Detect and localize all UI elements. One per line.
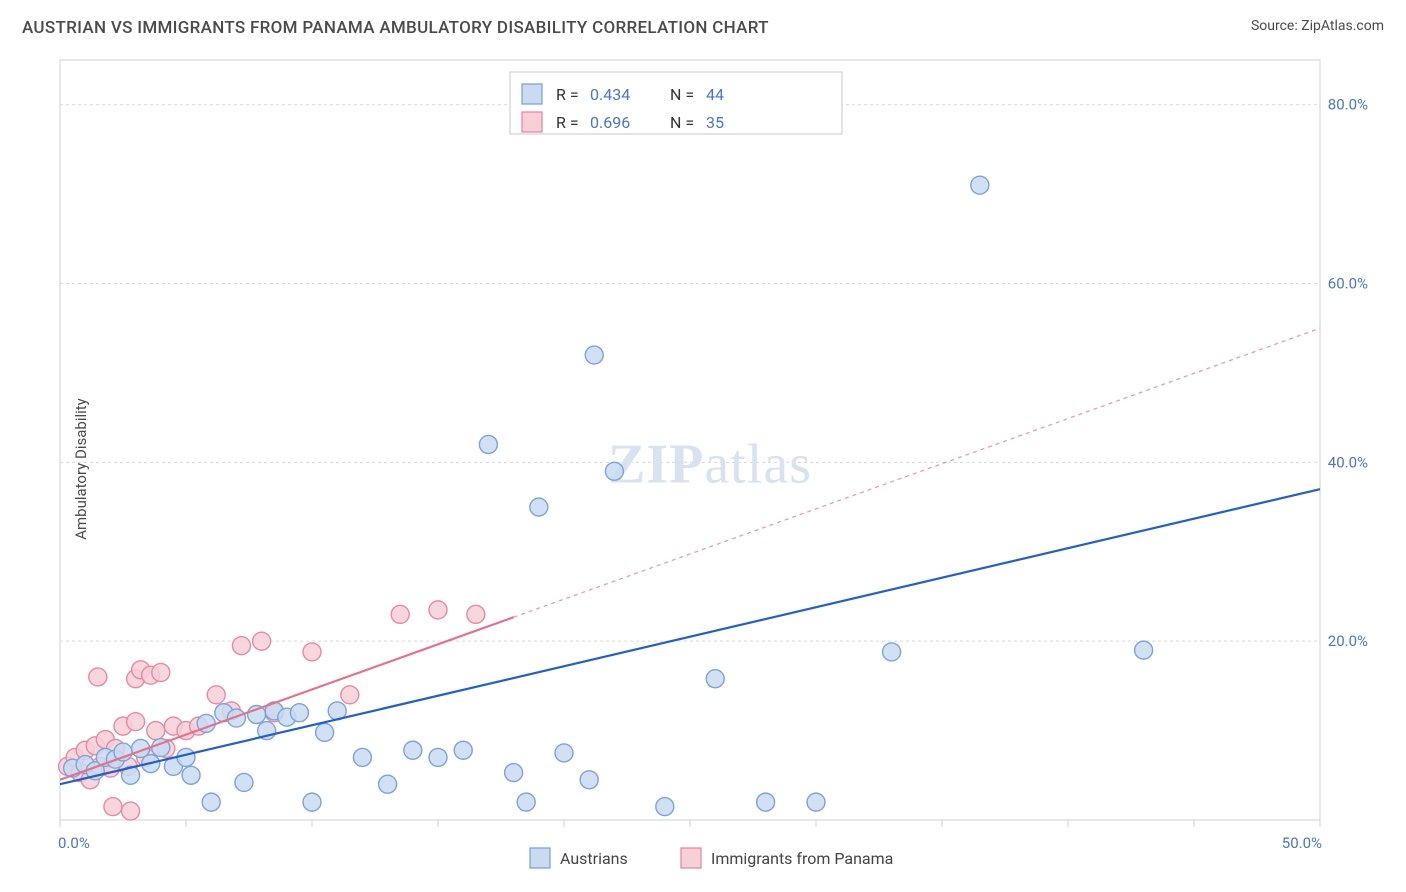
scatter-chart: 20.0% 40.0% 60.0% 80.0% ZIPatlas 0.0% 50.0% R =…	[20, 50, 1386, 892]
svg-text:Immigrants from Panama: Immigrants from Panama	[711, 849, 893, 868]
svg-text:0.0%: 0.0%	[58, 834, 90, 852]
svg-text:35: 35	[706, 113, 724, 132]
svg-text:R =: R =	[556, 85, 579, 104]
svg-text:R =: R =	[556, 113, 579, 132]
svg-text:80.0%: 80.0%	[1328, 96, 1368, 114]
svg-text:20.0%: 20.0%	[1328, 632, 1368, 650]
svg-text:Austrians: Austrians	[560, 849, 628, 868]
svg-text:ZIPatlas: ZIPatlas	[608, 433, 812, 495]
y-axis-label: Ambulatory Disability	[72, 398, 90, 540]
source-link[interactable]: ZipAtlas.com	[1301, 18, 1384, 34]
source-prefix: Source:	[1251, 18, 1301, 34]
header-bar: AUSTRIAN VS IMMIGRANTS FROM PANAMA AMBUL…	[0, 0, 1406, 46]
svg-text:0.434: 0.434	[590, 85, 630, 104]
svg-text:50.0%: 50.0%	[1282, 834, 1322, 852]
chart-area: Ambulatory Disability 20.0% 40.0% 60.0% 80.…	[20, 50, 1386, 892]
svg-text:N =: N =	[670, 85, 694, 104]
chart-title: AUSTRIAN VS IMMIGRANTS FROM PANAMA AMBUL…	[22, 18, 769, 38]
svg-text:0.696: 0.696	[590, 113, 630, 132]
source-credit: Source: ZipAtlas.com	[1251, 18, 1384, 34]
svg-text:N =: N =	[670, 113, 694, 132]
svg-text:60.0%: 60.0%	[1328, 275, 1368, 293]
svg-text:40.0%: 40.0%	[1328, 453, 1368, 471]
svg-text:44: 44	[706, 85, 724, 104]
